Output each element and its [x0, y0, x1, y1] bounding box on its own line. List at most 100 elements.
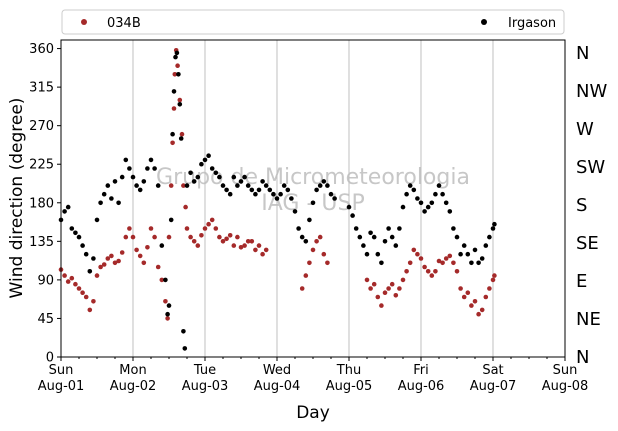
data-point — [407, 183, 413, 188]
data-point — [213, 226, 219, 231]
data-point — [415, 196, 420, 201]
data-point — [177, 97, 183, 103]
data-point — [476, 260, 481, 266]
data-point — [325, 183, 330, 188]
data-point — [130, 234, 136, 240]
y-tick-label: 90 — [37, 273, 54, 288]
data-point — [317, 234, 323, 240]
data-point — [62, 273, 67, 278]
data-point — [375, 251, 381, 257]
data-point — [400, 277, 406, 283]
data-point — [159, 243, 165, 248]
data-point — [465, 290, 471, 296]
data-point — [127, 226, 132, 231]
data-point — [422, 264, 427, 270]
data-point — [130, 174, 136, 180]
data-point — [256, 243, 262, 248]
data-point — [411, 187, 417, 193]
data-point — [69, 275, 75, 281]
data-point — [260, 179, 265, 184]
data-point — [371, 281, 377, 287]
data-point — [321, 251, 327, 257]
data-point — [490, 226, 496, 231]
data-point — [206, 221, 211, 227]
x-tick-label-date: Aug-05 — [326, 379, 373, 394]
data-point — [256, 187, 262, 193]
data-point — [213, 170, 219, 176]
data-point — [461, 243, 467, 248]
data-point — [116, 258, 121, 264]
data-point — [299, 234, 305, 240]
data-point — [182, 346, 188, 351]
data-point — [364, 277, 370, 283]
data-point — [361, 243, 366, 248]
data-point — [249, 187, 255, 193]
data-point — [461, 294, 467, 300]
data-point — [94, 217, 100, 223]
data-point — [166, 234, 172, 240]
data-point — [425, 269, 431, 274]
data-point — [137, 187, 143, 193]
data-point — [175, 63, 180, 68]
data-point — [487, 234, 492, 240]
y-tick-label: 180 — [29, 196, 54, 211]
data-point — [217, 174, 222, 180]
data-point — [145, 166, 150, 171]
data-point — [404, 269, 409, 274]
data-point — [101, 262, 107, 267]
data-point — [310, 247, 316, 253]
data-point — [375, 294, 381, 300]
data-point — [109, 253, 114, 259]
data-point — [202, 226, 208, 231]
data-point — [443, 256, 449, 261]
x-tick-label-weekday: Thu — [336, 363, 361, 378]
data-point — [436, 183, 442, 188]
data-point — [382, 239, 388, 244]
data-point — [425, 204, 431, 210]
data-point — [389, 281, 395, 287]
data-point — [119, 250, 125, 255]
data-point — [155, 264, 161, 270]
compass-label: SW — [576, 157, 605, 178]
data-point — [389, 234, 395, 240]
data-point — [87, 307, 93, 313]
legend: 034B Irgason — [61, 9, 565, 35]
x-tick-label-weekday: Sun — [49, 363, 74, 378]
data-point — [307, 217, 312, 223]
data-point — [472, 299, 478, 304]
data-point — [281, 183, 287, 188]
data-point — [134, 247, 139, 253]
data-point — [447, 209, 453, 214]
data-point — [245, 183, 251, 188]
data-point — [465, 251, 471, 257]
data-point — [458, 251, 463, 257]
data-point — [87, 269, 93, 274]
data-point — [170, 131, 175, 137]
data-point — [184, 183, 190, 188]
compass-label: N — [576, 43, 589, 64]
data-point — [172, 72, 178, 77]
data-point — [292, 209, 298, 214]
x-tick-label-weekday: Fri — [413, 363, 429, 378]
data-point — [328, 191, 334, 197]
data-point — [73, 230, 78, 236]
data-point — [76, 234, 82, 240]
data-point — [238, 245, 244, 250]
data-point — [80, 243, 85, 248]
data-point — [429, 200, 435, 206]
data-point — [188, 170, 193, 176]
legend-marker-034b — [81, 19, 87, 25]
x-tick-label-weekday: Sun — [553, 363, 578, 378]
data-point — [191, 179, 197, 184]
x-tick-label-date: Aug-06 — [398, 379, 445, 394]
data-point — [429, 273, 435, 278]
legend-marker-irgason — [481, 19, 487, 25]
compass-labels: N NE E SE S SW W NW N — [576, 43, 607, 368]
data-point — [83, 251, 89, 257]
data-point — [296, 226, 301, 231]
data-point — [289, 196, 294, 201]
data-point — [379, 303, 384, 308]
data-point — [364, 251, 370, 257]
data-point — [314, 239, 319, 244]
legend-label-irgason: Irgason — [508, 16, 556, 31]
